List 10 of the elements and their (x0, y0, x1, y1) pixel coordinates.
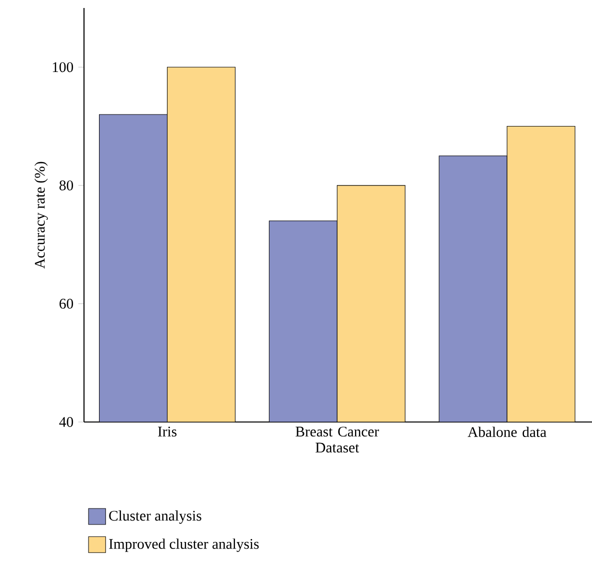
y-tick-label: 80 (60, 180, 74, 190)
legend-label: Improved cluster analysis (109, 538, 259, 552)
x-tick-label: Breast Cancer Dataset (296, 426, 379, 453)
y-tick-label: 60 (60, 298, 74, 309)
y-tick-label: 40 (59, 417, 74, 427)
y-axis-title: Accuracy rate (%) (34, 162, 48, 269)
y-tick-label: 100 (52, 62, 74, 72)
x-tick-label: Abalone data (468, 426, 546, 438)
x-tick-label: Iris (158, 426, 176, 437)
legend-label: Cluster analysis (109, 510, 202, 524)
